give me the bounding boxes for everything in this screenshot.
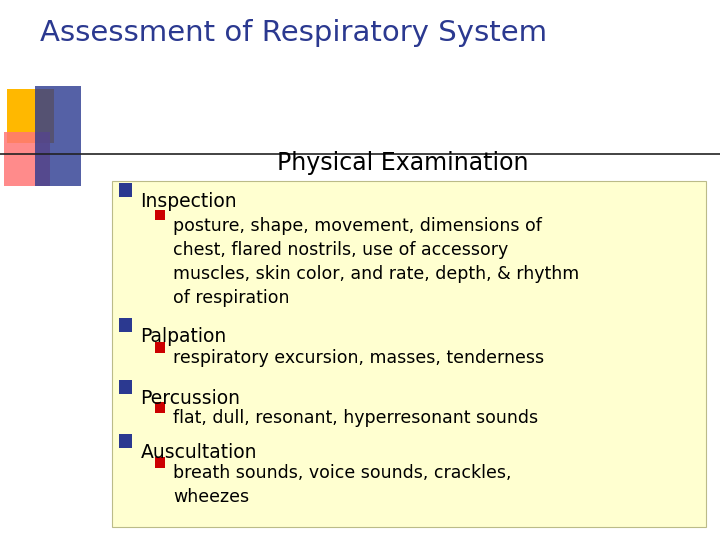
Bar — [35, 86, 81, 186]
Text: Assessment of Respiratory System: Assessment of Respiratory System — [40, 19, 546, 47]
Bar — [155, 342, 165, 353]
Text: Auscultation: Auscultation — [140, 443, 257, 462]
Bar — [155, 402, 165, 413]
Bar — [119, 380, 132, 394]
Bar — [155, 210, 165, 220]
Bar — [119, 434, 132, 448]
Bar — [7, 89, 54, 143]
Bar — [4, 132, 50, 186]
Text: flat, dull, resonant, hyperresonant sounds: flat, dull, resonant, hyperresonant soun… — [173, 409, 538, 427]
Text: respiratory excursion, masses, tenderness: respiratory excursion, masses, tendernes… — [173, 349, 544, 367]
Text: posture, shape, movement, dimensions of
chest, flared nostrils, use of accessory: posture, shape, movement, dimensions of … — [173, 217, 579, 307]
Bar — [119, 318, 132, 332]
FancyBboxPatch shape — [112, 181, 706, 526]
Text: Percussion: Percussion — [140, 389, 240, 408]
Text: Palpation: Palpation — [140, 327, 227, 346]
Text: Physical Examination: Physical Examination — [277, 151, 529, 175]
Text: Inspection: Inspection — [140, 192, 237, 211]
Text: breath sounds, voice sounds, crackles,
wheezes: breath sounds, voice sounds, crackles, w… — [173, 464, 511, 506]
Bar — [155, 457, 165, 468]
Bar — [119, 183, 132, 197]
